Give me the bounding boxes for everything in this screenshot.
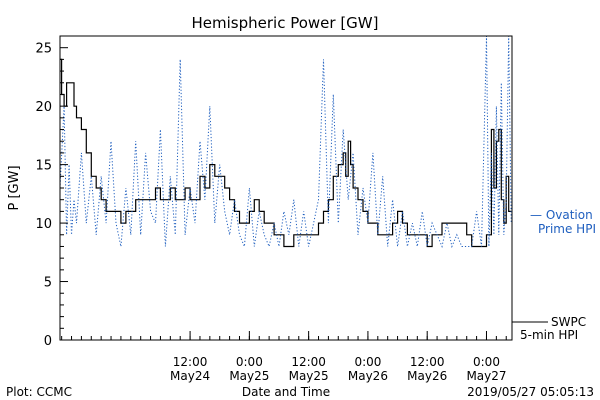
x-tick-label-time: 12:00 (291, 355, 326, 369)
plot-area (59, 35, 512, 249)
x-tick-label-date: May24 (170, 369, 210, 383)
footer-plot-credit: Plot: CCMC (6, 385, 72, 399)
legend-swpc-line2: 5-min HPI (520, 328, 578, 342)
series-ovation-line (59, 35, 512, 249)
footer-timestamp: 2019/05/27 05:05:13 (467, 385, 594, 399)
x-tick-label-date: May26 (407, 369, 447, 383)
x-tick-label-date: May26 (348, 369, 388, 383)
x-tick-label-time: 0:00 (354, 355, 381, 369)
y-axis-label: P [GW] (7, 165, 22, 210)
y-tick-label: 20 (35, 100, 52, 115)
y-tick-label: 25 (35, 42, 52, 57)
y-tick-label: 10 (35, 217, 52, 232)
axes: 051015202512:00May240:00May2512:00May250… (35, 35, 513, 383)
y-tick-label: 0 (44, 334, 52, 349)
y-tick-label: 15 (35, 159, 52, 174)
x-tick-label-time: 12:00 (410, 355, 445, 369)
x-tick-label-date: May27 (466, 369, 506, 383)
legend-swpc-line1: SWPC (551, 315, 586, 329)
x-tick-label-date: May25 (289, 369, 329, 383)
legend-ovation-line2: Prime HPI (538, 222, 596, 236)
x-tick-label-date: May25 (229, 369, 269, 383)
legend-ovation-line1: — Ovation (530, 208, 593, 222)
x-tick-label-time: 0:00 (236, 355, 263, 369)
chart-title: Hemispheric Power [GW] (192, 14, 379, 32)
series-swpc-line (60, 58, 512, 248)
x-tick-label-time: 12:00 (173, 355, 208, 369)
x-axis-label: Date and Time (242, 385, 330, 399)
x-tick-label-time: 0:00 (473, 355, 500, 369)
y-tick-label: 5 (44, 276, 52, 291)
legend: — Ovation Prime HPI SWPC 5-min HPI (512, 208, 596, 342)
